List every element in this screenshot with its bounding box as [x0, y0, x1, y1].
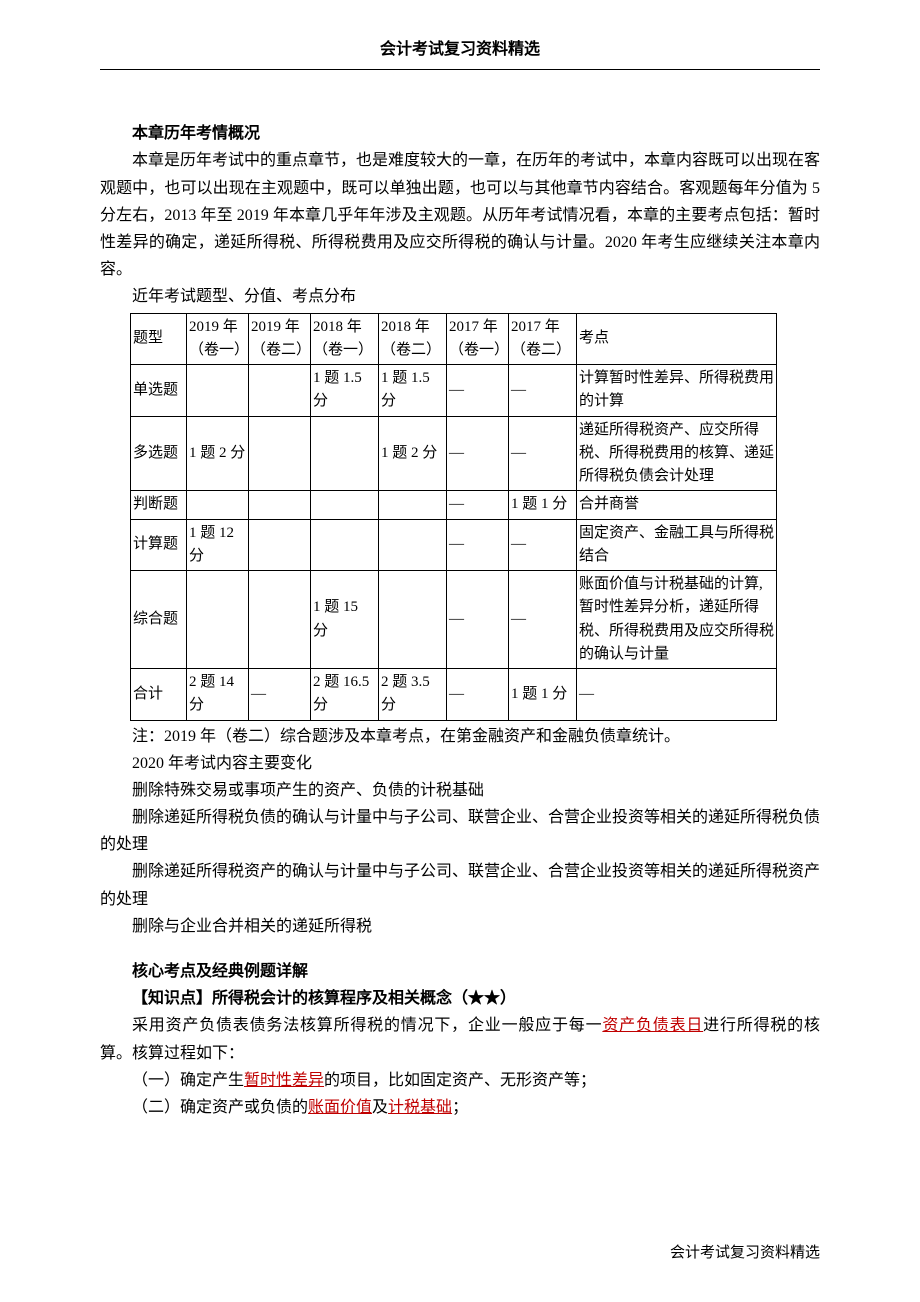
row-label: 单选题 [131, 365, 187, 417]
table-note: 注：2019 年（卷二）综合题涉及本章考点，在第金融资产和金融负债章统计。 [100, 723, 820, 750]
kp-text: ； [452, 1099, 468, 1116]
row-label: 计算题 [131, 519, 187, 571]
cell: 账面价值与计税基础的计算, 暂时性差异分析，递延所得税、所得税费用及应交所得税的… [577, 571, 777, 669]
cell [249, 571, 311, 669]
section1-title: 本章历年考情概况 [100, 120, 820, 147]
row-label: 综合题 [131, 571, 187, 669]
cell: 1 题 1 分 [509, 669, 577, 721]
intro-paragraph: 本章是历年考试中的重点章节，也是难度较大的一章，在历年的考试中，本章内容既可以出… [100, 147, 820, 283]
knowledge-point-title: 【知识点】所得税会计的核算程序及相关概念（★★） [100, 985, 820, 1012]
cell: 1 题 12 分 [187, 519, 249, 571]
table-caption: 近年考试题型、分值、考点分布 [100, 283, 820, 310]
cell: 递延所得税资产、应交所得税、所得税费用的核算、递延所得税负债会计处理 [577, 416, 777, 491]
table-row: 计算题 1 题 12 分 — — 固定资产、金融工具与所得税结合 [131, 519, 777, 571]
header-cell: 2017 年（卷二） [509, 313, 577, 365]
kp-text: 的项目，比如固定资产、无形资产等； [324, 1072, 596, 1089]
header-cell: 2018 年（卷二） [379, 313, 447, 365]
cell: — [509, 416, 577, 491]
table-row: 合计 2 题 14 分 — 2 题 16.5 分 2 题 3.5 分 — 1 题… [131, 669, 777, 721]
page-footer: 会计考试复习资料精选 [670, 1241, 820, 1267]
cell [249, 519, 311, 571]
kp-text: 采用资产负债表债务法核算所得税的情况下，企业一般应于每一 [132, 1017, 602, 1034]
cell: 2 题 16.5 分 [311, 669, 379, 721]
header-cell: 2017 年（卷一） [447, 313, 509, 365]
table-row: 单选题 1 题 1.5 分 1 题 1.5 分 — — 计算暂时性差异、所得税费… [131, 365, 777, 417]
row-label: 判断题 [131, 491, 187, 519]
header-cell: 考点 [577, 313, 777, 365]
cell: — [447, 365, 509, 417]
change-item: 删除递延所得税资产的确认与计量中与子公司、联营企业、合营企业投资等相关的递延所得… [100, 858, 820, 912]
section2-title: 核心考点及经典例题详解 [100, 958, 820, 985]
kp-bullet-1: （一）确定产生暂时性差异的项目，比如固定资产、无形资产等； [100, 1067, 820, 1094]
cell: — [447, 491, 509, 519]
kp-text: （一）确定产生 [132, 1072, 244, 1089]
cell: 2 题 3.5 分 [379, 669, 447, 721]
cell: 1 题 2 分 [187, 416, 249, 491]
cell [311, 491, 379, 519]
cell [379, 491, 447, 519]
cell [249, 491, 311, 519]
cell: 固定资产、金融工具与所得税结合 [577, 519, 777, 571]
changes-title: 2020 年考试内容主要变化 [100, 750, 820, 777]
cell: — [447, 416, 509, 491]
kp-bullet-2: （二）确定资产或负债的账面价值及计税基础； [100, 1094, 820, 1121]
cell: — [447, 519, 509, 571]
cell: — [447, 571, 509, 669]
header-cell: 2019 年（卷二） [249, 313, 311, 365]
cell: — [509, 571, 577, 669]
kp-text: 及 [372, 1099, 388, 1116]
cell: 2 题 14 分 [187, 669, 249, 721]
cell [249, 416, 311, 491]
cell [379, 571, 447, 669]
cell: 合并商誉 [577, 491, 777, 519]
change-item: 删除特殊交易或事项产生的资产、负债的计税基础 [100, 777, 820, 804]
cell: 1 题 15 分 [311, 571, 379, 669]
row-label: 合计 [131, 669, 187, 721]
header-cell: 2018 年（卷一） [311, 313, 379, 365]
cell [379, 519, 447, 571]
cell: 计算暂时性差异、所得税费用的计算 [577, 365, 777, 417]
table-row: 判断题 — 1 题 1 分 合并商誉 [131, 491, 777, 519]
cell: 1 题 1.5 分 [379, 365, 447, 417]
row-label: 多选题 [131, 416, 187, 491]
cell: 1 题 2 分 [379, 416, 447, 491]
red-term: 资产负债表日 [602, 1017, 703, 1034]
header-cell: 2019 年（卷一） [187, 313, 249, 365]
cell [311, 416, 379, 491]
cell: — [577, 669, 777, 721]
cell: — [447, 669, 509, 721]
page-header: 会计考试复习资料精选 [100, 36, 820, 70]
cell: — [509, 365, 577, 417]
cell: 1 题 1 分 [509, 491, 577, 519]
red-term: 账面价值 [308, 1099, 372, 1116]
header-cell: 题型 [131, 313, 187, 365]
cell [187, 571, 249, 669]
table-row: 综合题 1 题 15 分 — — 账面价值与计税基础的计算, 暂时性差异分析，递… [131, 571, 777, 669]
exam-summary-table: 题型 2019 年（卷一） 2019 年（卷二） 2018 年（卷一） 2018… [130, 313, 777, 721]
cell [187, 491, 249, 519]
red-term: 暂时性差异 [244, 1072, 324, 1089]
change-item: 删除与企业合并相关的递延所得税 [100, 913, 820, 940]
cell [311, 519, 379, 571]
table-row: 多选题 1 题 2 分 1 题 2 分 — — 递延所得税资产、应交所得税、所得… [131, 416, 777, 491]
cell: — [509, 519, 577, 571]
red-term: 计税基础 [388, 1099, 452, 1116]
cell [187, 365, 249, 417]
kp-text: （二）确定资产或负债的 [132, 1099, 308, 1116]
table-header-row: 题型 2019 年（卷一） 2019 年（卷二） 2018 年（卷一） 2018… [131, 313, 777, 365]
cell: 1 题 1.5 分 [311, 365, 379, 417]
cell: — [249, 669, 311, 721]
change-item: 删除递延所得税负债的确认与计量中与子公司、联营企业、合营企业投资等相关的递延所得… [100, 804, 820, 858]
cell [249, 365, 311, 417]
kp-line-1: 采用资产负债表债务法核算所得税的情况下，企业一般应于每一资产负债表日进行所得税的… [100, 1012, 820, 1066]
